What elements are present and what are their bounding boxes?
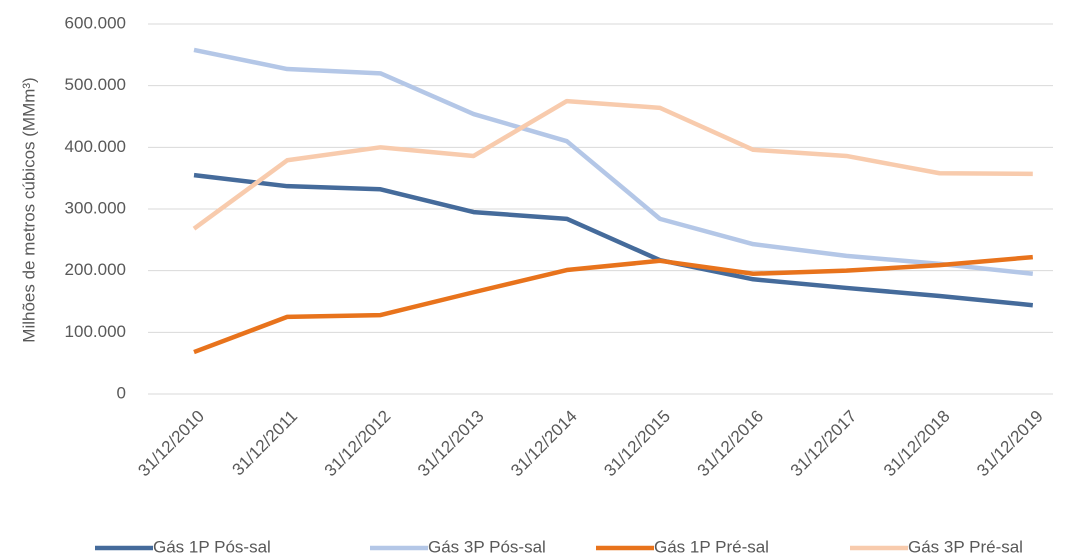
- series-line: [193, 47, 1034, 276]
- y-axis-title: Milhões de metros cúbicos (MMm³): [19, 77, 38, 342]
- series-line: [192, 98, 1033, 231]
- y-tick-label: 100.000: [65, 322, 126, 341]
- x-tick-label: 31/12/2017: [787, 407, 861, 481]
- series-line: [193, 172, 1034, 308]
- x-tick-label: 31/12/2013: [414, 407, 488, 481]
- legend-label: Gás 1P Pré-sal: [654, 537, 769, 556]
- legend-label: Gás 3P Pós-sal: [428, 537, 546, 556]
- x-tick-label: 31/12/2014: [507, 407, 581, 481]
- series-line: [193, 254, 1033, 355]
- y-tick-label: 200.000: [65, 260, 126, 279]
- y-tick-label: 400.000: [65, 137, 126, 156]
- x-tick-label: 31/12/2011: [228, 407, 301, 480]
- legend-label: Gás 1P Pós-sal: [153, 537, 271, 556]
- x-tick-label: 31/12/2016: [694, 407, 768, 481]
- x-tick-label: 31/12/2018: [880, 407, 954, 481]
- x-tick-label: 31/12/2010: [134, 407, 208, 481]
- y-tick-label: 300.000: [65, 198, 126, 217]
- y-tick-label: 600.000: [65, 13, 126, 32]
- x-tick-label: 31/12/2012: [321, 407, 395, 481]
- y-tick-label: 500.000: [65, 75, 126, 94]
- x-tick-label: 31/12/2015: [600, 407, 674, 481]
- legend-label: Gás 3P Pré-sal: [908, 537, 1023, 556]
- y-tick-label: 0: [117, 383, 126, 402]
- x-tick-label: 31/12/2019: [973, 407, 1047, 481]
